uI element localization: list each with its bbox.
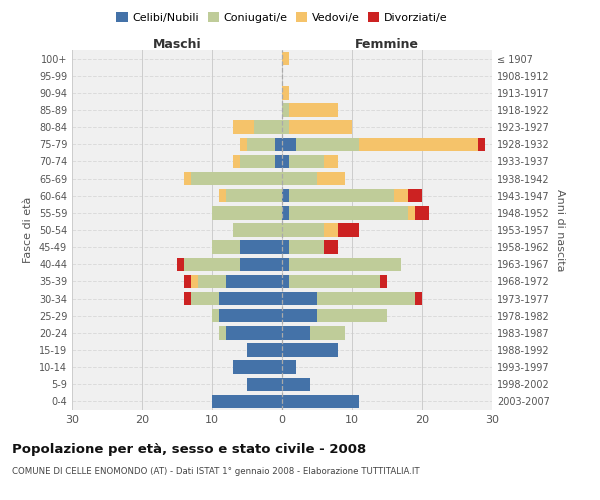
Text: COMUNE DI CELLE ENOMONDO (AT) - Dati ISTAT 1° gennaio 2008 - Elaborazione TUTTIT: COMUNE DI CELLE ENOMONDO (AT) - Dati IST… [12,468,419,476]
Bar [254,120,282,134]
Bar [240,154,275,168]
Bar [282,378,310,391]
Bar [324,224,338,236]
Bar [191,274,198,288]
Bar [282,224,324,236]
Bar [282,292,317,306]
Bar [282,326,310,340]
Bar [219,292,282,306]
Bar [289,240,324,254]
Bar [296,138,359,151]
Bar [408,189,422,202]
Bar [184,172,191,186]
Bar [338,224,359,236]
Bar [198,274,226,288]
Bar [282,86,289,100]
Bar [233,120,254,134]
Bar [212,206,282,220]
Bar [275,138,282,151]
Bar [282,104,289,117]
Bar [184,292,191,306]
Bar [310,326,345,340]
Bar [415,206,429,220]
Bar [408,206,415,220]
Bar [275,154,282,168]
Bar [282,240,289,254]
Bar [289,274,380,288]
Text: Maschi: Maschi [152,38,202,51]
Bar [247,378,282,391]
Bar [212,394,282,408]
Bar [394,189,408,202]
Bar [282,394,359,408]
Bar [247,138,275,151]
Bar [240,258,282,271]
Bar [282,52,289,66]
Bar [415,292,422,306]
Y-axis label: Fasce di età: Fasce di età [23,197,33,263]
Bar [226,274,282,288]
Bar [226,189,282,202]
Bar [282,120,289,134]
Bar [282,274,289,288]
Bar [247,344,282,356]
Bar [282,344,338,356]
Bar [289,120,352,134]
Bar [219,309,282,322]
Bar [317,309,387,322]
Bar [219,189,226,202]
Bar [282,138,296,151]
Bar [317,292,415,306]
Bar [282,360,296,374]
Bar [324,240,338,254]
Bar [380,274,387,288]
Bar [191,292,219,306]
Bar [282,258,289,271]
Text: Popolazione per età, sesso e stato civile - 2008: Popolazione per età, sesso e stato civil… [12,442,366,456]
Bar [177,258,184,271]
Bar [184,258,240,271]
Bar [282,189,289,202]
Bar [359,138,478,151]
Bar [240,240,282,254]
Bar [289,206,408,220]
Bar [212,309,219,322]
Bar [219,326,226,340]
Bar [282,154,289,168]
Bar [289,189,394,202]
Bar [212,240,240,254]
Bar [289,104,338,117]
Bar [289,258,401,271]
Bar [317,172,345,186]
Y-axis label: Anni di nascita: Anni di nascita [555,188,565,271]
Bar [324,154,338,168]
Bar [282,206,289,220]
Bar [240,138,247,151]
Bar [233,360,282,374]
Bar [282,172,317,186]
Bar [282,309,317,322]
Bar [191,172,282,186]
Legend: Celibi/Nubili, Coniugati/e, Vedovi/e, Divorziati/e: Celibi/Nubili, Coniugati/e, Vedovi/e, Di… [112,8,452,28]
Bar [233,224,282,236]
Bar [184,274,191,288]
Bar [233,154,240,168]
Text: Femmine: Femmine [355,38,419,51]
Bar [289,154,324,168]
Bar [478,138,485,151]
Bar [226,326,282,340]
